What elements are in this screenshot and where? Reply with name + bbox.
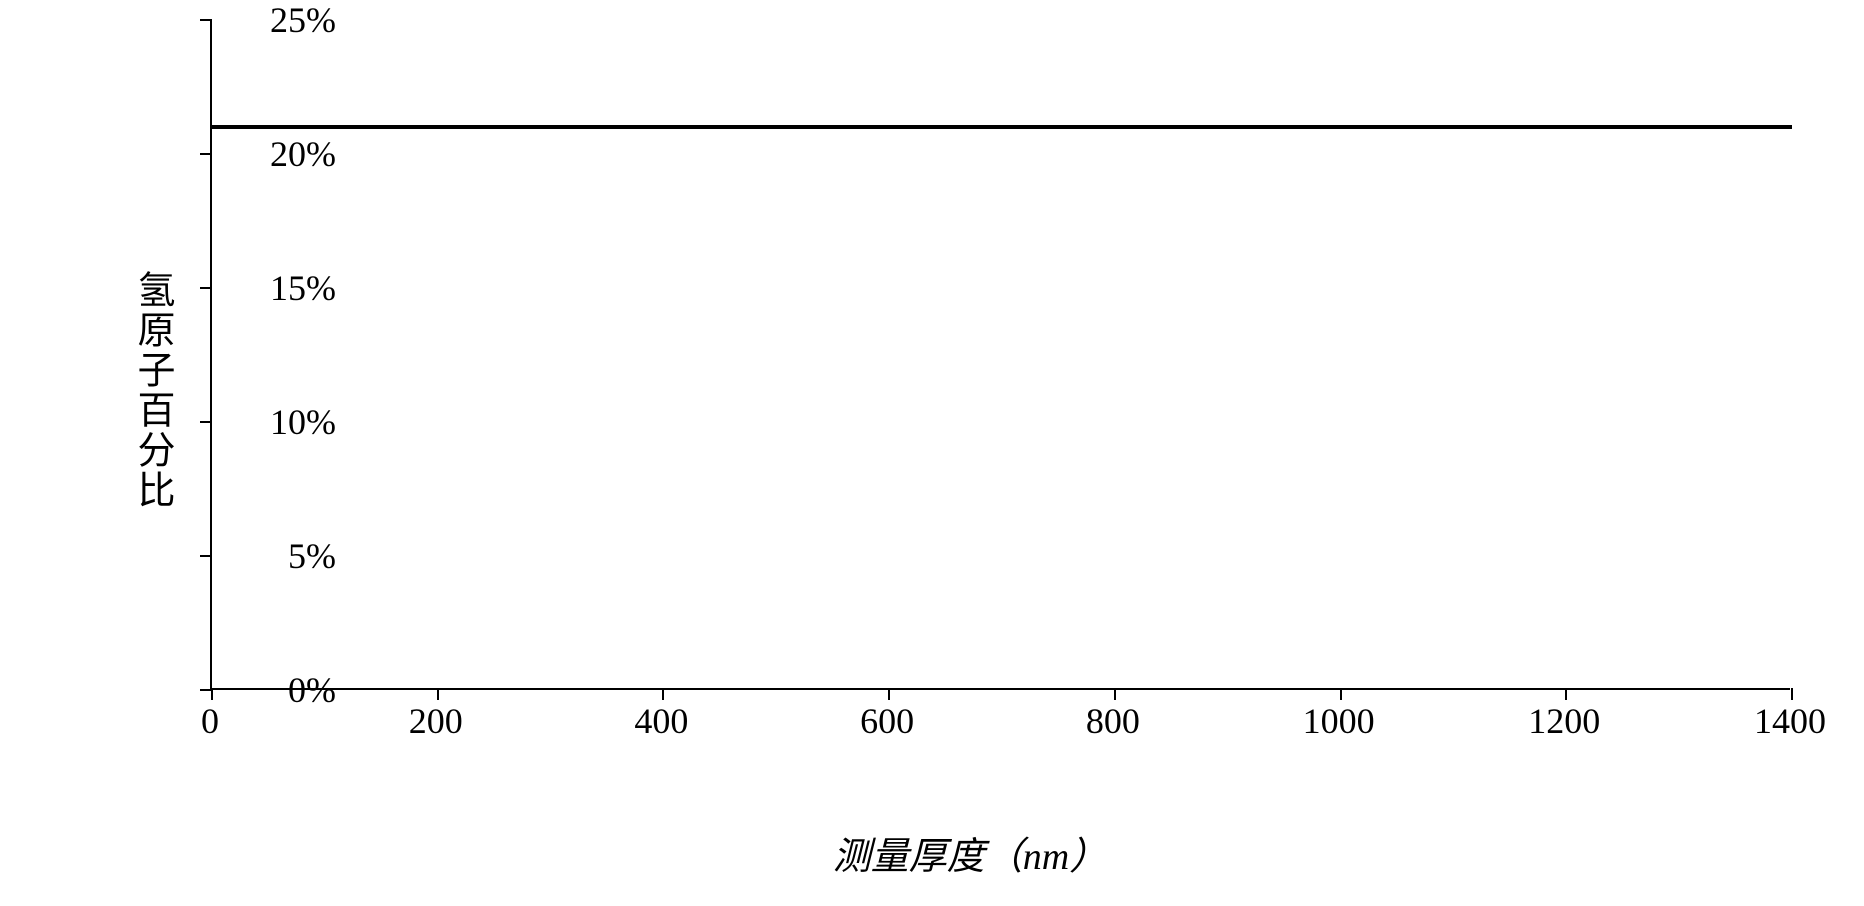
- y-tick-label: 15%: [270, 267, 336, 309]
- x-axis-label: 测量厚度（nm）: [833, 825, 1107, 880]
- x-tick: [662, 688, 664, 700]
- y-tick-label: 5%: [288, 535, 336, 577]
- x-tick-label: 400: [634, 700, 688, 742]
- y-tick-label: 0%: [288, 669, 336, 711]
- y-axis-label: 氢原子百分比: [125, 270, 180, 510]
- x-tick: [1340, 688, 1342, 700]
- y-tick-label: 10%: [270, 401, 336, 443]
- x-tick: [211, 688, 213, 700]
- x-tick: [888, 688, 890, 700]
- x-tick-label: 1400: [1754, 700, 1826, 742]
- y-tick: [200, 19, 212, 21]
- y-tick: [200, 287, 212, 289]
- plot-area: [210, 20, 1790, 690]
- x-tick-label: 600: [860, 700, 914, 742]
- y-tick: [200, 555, 212, 557]
- y-tick: [200, 153, 212, 155]
- x-tick-label: 200: [409, 700, 463, 742]
- x-tick-label: 0: [201, 700, 219, 742]
- x-tick-label: 800: [1086, 700, 1140, 742]
- x-tick: [1565, 688, 1567, 700]
- data-line: [212, 125, 1792, 129]
- x-tick-label: 1200: [1528, 700, 1600, 742]
- x-tick-label: 1000: [1303, 700, 1375, 742]
- x-tick: [1791, 688, 1793, 700]
- x-tick: [437, 688, 439, 700]
- x-tick: [1114, 688, 1116, 700]
- y-tick: [200, 421, 212, 423]
- y-tick-label: 20%: [270, 133, 336, 175]
- chart-container: 氢原子百分比 测量厚度（nm） 0%5%10%15%20%25%02004006…: [110, 10, 1830, 880]
- y-tick-label: 25%: [270, 0, 336, 41]
